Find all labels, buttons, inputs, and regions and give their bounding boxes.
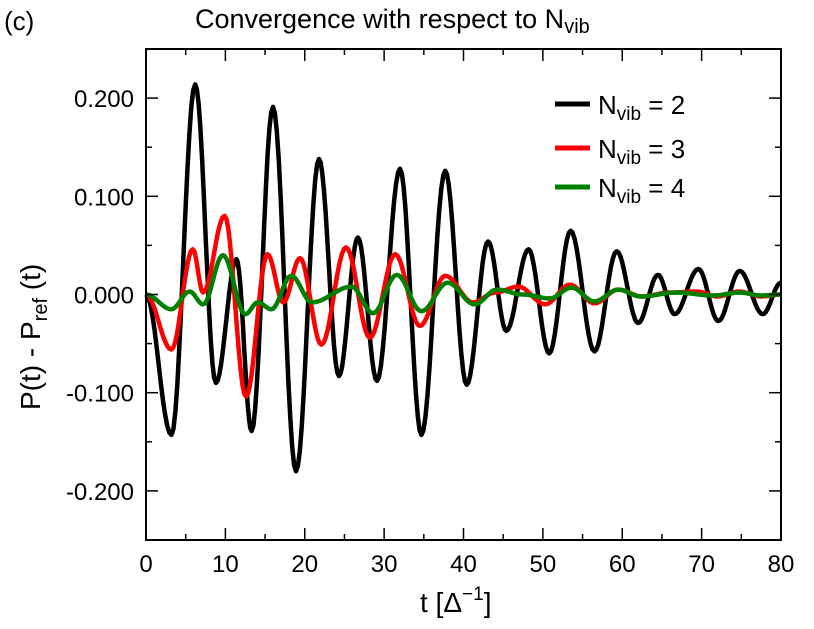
x-tick-label: 40 <box>450 551 477 578</box>
plot-lines <box>144 82 782 474</box>
panel-label: (c) <box>4 6 34 36</box>
y-tick-label: -0.100 <box>66 381 134 408</box>
x-tick-label: 60 <box>609 551 636 578</box>
x-axis-label: t [Δ−1] <box>420 584 492 618</box>
y-tick-label: 0.200 <box>74 86 134 113</box>
x-tick-label: 0 <box>139 551 152 578</box>
x-tick-label: 30 <box>371 551 398 578</box>
legend-label: Nvib = 4 <box>598 173 685 208</box>
legend-label: Nvib = 3 <box>598 134 685 169</box>
legend-label: Nvib = 2 <box>598 90 685 125</box>
chart-title: Convergence with respect to Nvib <box>195 4 590 38</box>
x-tick-label: 50 <box>530 551 557 578</box>
legend: Nvib = 2 Nvib = 3 Nvib = 4 <box>555 90 685 208</box>
y-tick-label: -0.200 <box>66 479 134 506</box>
axis-ticks: 0 10 20 30 40 50 60 70 80 -0.200 -0.100 0.000 0.100 0… <box>66 48 795 578</box>
series-line-nvib-2 <box>144 82 782 474</box>
x-tick-label: 20 <box>291 551 318 578</box>
x-tick-label: 70 <box>688 551 715 578</box>
series-line-nvib-4 <box>145 252 782 317</box>
legend-entry-nvib-4: Nvib = 4 <box>555 173 685 208</box>
x-tick-label: 10 <box>212 551 239 578</box>
legend-entry-nvib-2: Nvib = 2 <box>555 90 685 125</box>
legend-entry-nvib-3: Nvib = 3 <box>555 134 685 169</box>
y-axis-label: P(t) - Pref (t) <box>15 264 52 410</box>
x-tick-label: 80 <box>768 551 795 578</box>
y-tick-label: 0.000 <box>74 283 134 310</box>
y-tick-label: 0.100 <box>74 184 134 211</box>
